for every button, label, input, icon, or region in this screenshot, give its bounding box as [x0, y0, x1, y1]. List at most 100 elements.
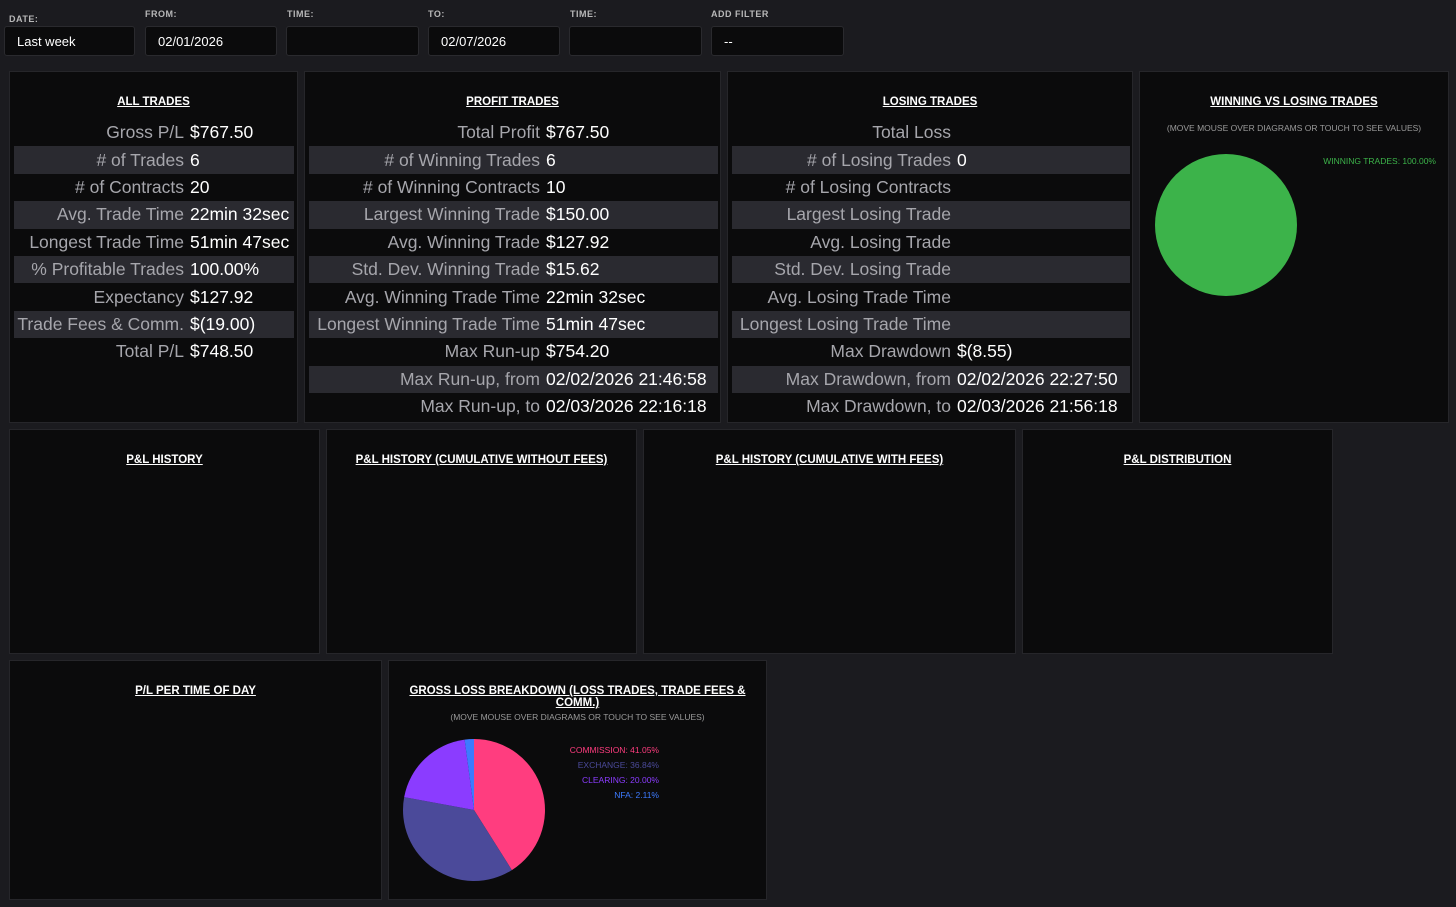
profit-trades-table: Total Profit $767.50 # of Winning Trades 6 #… — [309, 119, 718, 420]
profit-trades-title: PROFIT TRADES — [466, 96, 559, 108]
pie-slice[interactable] — [404, 739, 474, 810]
stat-value: 6 — [190, 149, 200, 170]
losing-trades-table: Total Loss # of Losing Trades 0 # of Losing… — [732, 119, 1130, 420]
pl-distribution-chart[interactable]: $0.00$20.00$40.00$60.00$80.00$100.00$120… — [1023, 430, 1334, 655]
all-trades-row: Longest Trade Time 51min 47sec — [14, 229, 294, 256]
losing-trades-row: Max Drawdown $(8.55) — [732, 338, 1130, 365]
stat-value: $15.62 — [546, 259, 600, 280]
losing-trades-row: Avg. Losing Trade Time — [732, 283, 1130, 310]
from-label: FROM: — [145, 9, 177, 19]
win-vs-lose-subtitle: (MOVE MOUSE OVER DIAGRAMS OR TOUCH TO SE… — [1166, 123, 1422, 133]
pl-distribution-title: P&L DISTRIBUTION — [1123, 454, 1232, 466]
losing-trades-row: Avg. Losing Trade — [732, 229, 1130, 256]
stat-label: Max Run-up — [444, 341, 540, 362]
stat-label: Longest Trade Time — [29, 231, 184, 252]
stat-label: Avg. Winning Trade — [387, 231, 540, 252]
stat-label: # of Winning Trades — [384, 149, 540, 170]
win-vs-lose-title: WINNING VS LOSING TRADES — [1210, 96, 1378, 108]
pl-cum-no-fees-panel: P&L HISTORY (CUMULATIVE WITHOUT FEES) $0… — [326, 429, 637, 654]
stat-value: 02/02/2026 21:46:58 — [546, 368, 707, 389]
to-date-input[interactable]: 02/07/2026 — [428, 26, 560, 56]
stat-value: $748.50 — [190, 341, 254, 362]
pl-history-chart[interactable]: $0.00$20.00$40.00$60.00$80.00$100.00$120… — [10, 430, 321, 655]
pl-cum-no-fees-chart[interactable]: $0.00$80.00$160.00$240.00$320.00$400.00$… — [327, 430, 638, 655]
stat-label: Longest Losing Trade Time — [739, 313, 951, 334]
stat-label: Max Run-up, to — [420, 396, 540, 417]
stat-value: $150.00 — [546, 204, 610, 225]
win-vs-lose-chart[interactable]: WINNING TRADES: 100.00% — [1140, 122, 1450, 422]
stat-label: Max Drawdown, to — [806, 396, 951, 417]
stat-value: 51min 47sec — [190, 231, 290, 252]
stat-label: Max Run-up, from — [399, 368, 540, 389]
profit-trades-row: Total Profit $767.50 — [309, 119, 718, 146]
stat-label: Largest Winning Trade — [363, 204, 540, 225]
stat-label: Avg. Trade Time — [56, 204, 184, 225]
to-time-input[interactable] — [569, 26, 702, 56]
losing-trades-row: # of Losing Contracts — [732, 174, 1130, 201]
from-date-input[interactable]: 02/01/2026 — [145, 26, 277, 56]
all-trades-row: Trade Fees & Comm. $(19.00) — [14, 310, 294, 339]
stat-value: 22min 32sec — [190, 204, 290, 225]
all-trades-row: Avg. Trade Time 22min 32sec — [14, 201, 294, 229]
pie-legend-label: NFA: 2.11% — [614, 790, 659, 800]
profit-trades-panel: PROFIT TRADES Total Profit $767.50 # of Wi… — [304, 71, 721, 423]
losing-trades-panel: LOSING TRADES Total Loss # of Losing Trad… — [727, 71, 1133, 423]
profit-trades-row: # of Winning Contracts 10 — [309, 174, 718, 201]
stat-label: Avg. Losing Trade — [810, 231, 951, 252]
stat-label: # of Losing Contracts — [785, 176, 951, 197]
date-select[interactable]: Last week — [4, 26, 135, 56]
stat-value: $127.92 — [546, 231, 610, 252]
stat-value: 02/03/2026 21:56:18 — [957, 396, 1118, 417]
profit-trades-row: Largest Winning Trade $150.00 — [309, 201, 718, 229]
stat-label: Gross P/L — [106, 122, 184, 143]
stat-label: Total Profit — [457, 122, 540, 143]
pie-slice[interactable] — [403, 797, 512, 881]
pl-cum-no-fees-title: P&L HISTORY (CUMULATIVE WITHOUT FEES) — [355, 454, 608, 466]
pl-distribution-panel: P&L DISTRIBUTION $0.00$20.00$40.00$60.00… — [1022, 429, 1333, 654]
from-time-label: TIME: — [287, 9, 314, 19]
all-trades-table: Gross P/L $767.50 # of Trades 6 # of Contrac… — [14, 119, 294, 366]
stat-label: Longest Winning Trade Time — [317, 313, 540, 334]
profit-trades-row: Avg. Winning Trade Time 22min 32sec — [309, 283, 718, 310]
stat-label: Largest Losing Trade — [786, 204, 951, 225]
stat-label: Trade Fees & Comm. — [17, 313, 184, 334]
pie-legend-label: EXCHANGE: 36.84% — [578, 760, 660, 770]
add-filter-select[interactable]: -- — [711, 26, 844, 56]
pl-time-of-day-chart[interactable]: $0.00$50.00$100.00$150.00$200.00$250.00$… — [10, 661, 383, 901]
losing-trades-row: Std. Dev. Losing Trade — [732, 255, 1130, 284]
pie-slice[interactable] — [464, 739, 474, 810]
gross-loss-pie-chart[interactable]: COMMISSION: 41.05% EXCHANGE: 36.84% CLEARI… — [389, 661, 768, 901]
stat-label: % Profitable Trades — [31, 259, 184, 280]
stat-value: 100.00% — [190, 259, 260, 280]
stat-value: 22min 32sec — [546, 286, 646, 307]
stat-label: # of Winning Contracts — [362, 176, 540, 197]
pie-legend-label: CLEARING: 20.00% — [582, 775, 659, 785]
winning-trades-slice[interactable] — [1155, 154, 1297, 296]
stat-label: Expectancy — [93, 286, 184, 307]
all-trades-row: % Profitable Trades 100.00% — [14, 255, 294, 284]
profit-trades-row: Max Run-up $754.20 — [309, 338, 718, 365]
losing-trades-title: LOSING TRADES — [882, 96, 978, 108]
pl-cum-fees-panel: P&L HISTORY (CUMULATIVE WITH FEES) $0.00… — [643, 429, 1016, 654]
stat-value: 6 — [546, 149, 556, 170]
all-trades-title: ALL TRADES — [117, 96, 190, 108]
losing-trades-row: Total Loss — [732, 119, 1130, 146]
all-trades-row: # of Contracts 20 — [14, 174, 294, 201]
all-trades-row: Expectancy $127.92 — [14, 283, 294, 310]
stat-label: Total Loss — [872, 122, 951, 143]
pl-cum-fees-chart[interactable]: $0.00$80.00$160.00$240.00$320.00$400.00$… — [644, 430, 1017, 655]
gross-loss-panel: GROSS LOSS BREAKDOWN (LOSS TRADES, TRADE… — [388, 660, 767, 900]
stat-value: 10 — [546, 176, 566, 197]
stat-value: $(19.00) — [190, 313, 256, 334]
profit-trades-row: Longest Winning Trade Time 51min 47sec — [309, 310, 718, 339]
stat-value: 20 — [190, 176, 210, 197]
gross-loss-subtitle: (MOVE MOUSE OVER DIAGRAMS OR TOUCH TO SE… — [450, 712, 705, 722]
stat-label: # of Contracts — [75, 176, 184, 197]
stat-label: Std. Dev. Winning Trade — [351, 259, 540, 280]
from-time-input[interactable] — [286, 26, 419, 56]
stat-label: # of Trades — [96, 149, 184, 170]
stat-label: Max Drawdown, from — [785, 368, 951, 389]
all-trades-row: Total P/L $748.50 — [14, 338, 294, 365]
pie-slice[interactable] — [474, 739, 545, 871]
stat-value: 02/03/2026 22:16:18 — [546, 396, 707, 417]
